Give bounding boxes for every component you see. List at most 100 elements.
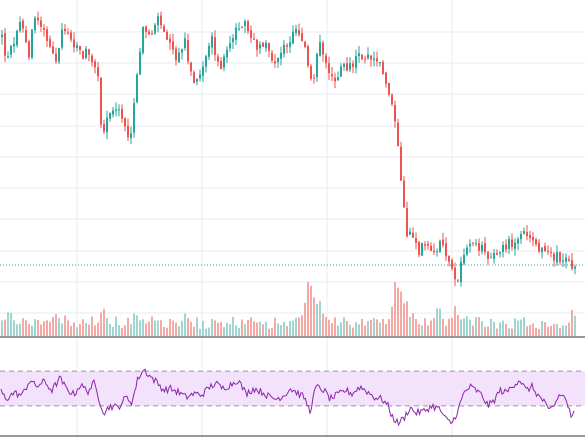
candle-body: [103, 123, 105, 132]
candle-body: [1, 34, 3, 38]
candle-body: [361, 54, 363, 60]
candle-body: [427, 243, 429, 246]
volume-bar: [64, 315, 66, 336]
volume-bar: [451, 317, 453, 336]
volume-bar: [493, 321, 495, 336]
candle-body: [169, 38, 171, 43]
volume-bar: [403, 303, 405, 336]
candle-body: [367, 54, 369, 59]
candle-body: [265, 42, 267, 49]
volume-bar: [481, 321, 483, 336]
volume-bar: [151, 316, 153, 336]
volume-bar: [187, 318, 189, 336]
candle-body: [217, 56, 219, 62]
candle-body: [64, 28, 66, 32]
candle-body: [310, 66, 312, 79]
volume-bar: [454, 306, 456, 336]
candle-body: [370, 55, 372, 60]
volume-bar: [22, 318, 24, 336]
candle-body: [58, 47, 60, 62]
volume-bar: [460, 319, 462, 336]
volume-bar: [175, 322, 177, 336]
candle-body: [481, 244, 483, 252]
candle-body: [382, 61, 384, 74]
candle-body: [94, 61, 96, 68]
candle-body: [97, 67, 99, 77]
candle-body: [388, 82, 390, 95]
candle-body: [568, 259, 570, 261]
candle-body: [160, 15, 162, 26]
candle-body: [13, 43, 15, 47]
candle-body: [496, 253, 498, 255]
volume-bar: [157, 320, 159, 336]
candle-body: [100, 77, 102, 125]
candle-body: [391, 94, 393, 105]
volume-bar: [121, 327, 123, 336]
volume-bar: [226, 322, 228, 336]
volume-bar: [541, 320, 543, 336]
volume-bar: [313, 297, 315, 336]
candle-body: [88, 49, 90, 55]
volume-bar: [502, 320, 504, 336]
volume-bar: [295, 317, 297, 336]
volume-bar: [154, 320, 156, 336]
candle-body: [76, 45, 78, 49]
volume-bar: [358, 324, 360, 336]
volume-bar: [298, 317, 300, 336]
volume-bar: [457, 315, 459, 336]
volume-bar: [1, 320, 3, 336]
candle-body: [379, 62, 381, 64]
volume-bar: [448, 318, 450, 336]
volume-bar: [340, 322, 342, 336]
candle-body: [235, 27, 237, 40]
candle-body: [40, 20, 42, 27]
candle-body: [355, 56, 357, 68]
candle-body: [199, 74, 201, 79]
candle-body: [349, 63, 351, 70]
candle-body: [7, 56, 9, 58]
rsi-band: [0, 371, 585, 406]
volume-bar: [364, 325, 366, 336]
volume-bar: [265, 321, 267, 336]
volume-bar: [109, 323, 111, 336]
volume-bar: [208, 327, 210, 336]
candle-body: [28, 41, 30, 58]
candle-body: [121, 108, 123, 119]
volume-bar: [547, 326, 549, 336]
candle-body: [322, 42, 324, 55]
volume-bar: [532, 323, 534, 336]
volume-bar: [70, 325, 72, 336]
volume-bar: [238, 328, 240, 336]
volume-bar: [283, 322, 285, 336]
candle-body: [55, 53, 57, 62]
volume-bar: [379, 322, 381, 336]
candle-body: [298, 30, 300, 35]
volume-bar: [28, 323, 30, 336]
candle-body: [274, 61, 276, 64]
volume-bar: [436, 308, 438, 336]
candle-body: [301, 33, 303, 42]
volume-bar: [61, 323, 63, 336]
rsi-pane: [0, 368, 585, 427]
volume-bar: [124, 325, 126, 336]
volume-bar: [355, 322, 357, 336]
candle-body: [559, 252, 561, 262]
volume-bar: [376, 319, 378, 336]
volume-bar: [7, 312, 9, 336]
candle-body: [343, 63, 345, 67]
volume-bar: [478, 317, 480, 336]
volume-bar: [514, 318, 516, 336]
volume-bar: [430, 320, 432, 336]
volume-bar: [169, 319, 171, 336]
volume-bar: [571, 309, 573, 336]
candle-body: [364, 58, 366, 60]
candle-body: [478, 243, 480, 251]
candle-body: [280, 52, 282, 59]
volume-bar: [40, 324, 42, 336]
candle-body: [259, 44, 261, 49]
candle-body: [406, 208, 408, 237]
candle-body: [331, 74, 333, 77]
candle-body: [205, 56, 207, 67]
volume-bar: [76, 327, 78, 336]
candle-body: [358, 53, 360, 57]
